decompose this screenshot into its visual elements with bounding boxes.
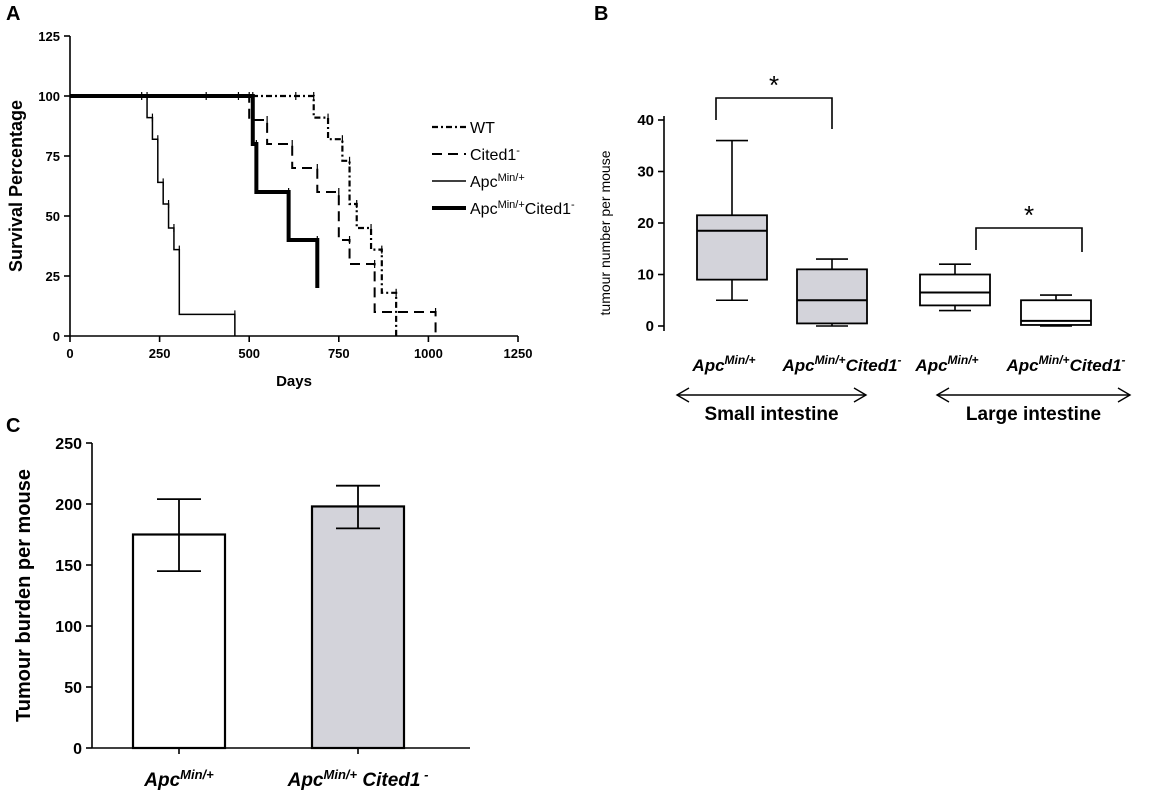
y-tick-label: 40	[637, 112, 654, 129]
y-tick-label: 0	[73, 741, 82, 758]
x-tick-label: 1250	[504, 346, 533, 361]
y-tick-label: 30	[637, 164, 654, 181]
box	[796, 268, 868, 325]
x-tick-label: 0	[66, 346, 73, 361]
y-tick-label: 25	[46, 269, 60, 284]
y-tick-label: 0	[53, 329, 60, 344]
box	[919, 273, 991, 307]
arrow-head-left	[675, 387, 690, 403]
y-tick-label: 20	[637, 215, 654, 232]
survival-series-line	[70, 94, 320, 288]
x-tick-label: 1000	[414, 346, 443, 361]
significance-star: *	[1024, 200, 1034, 230]
category-label: ApcMin/+ Cited1 -	[287, 767, 429, 792]
category-label: ApcMin/+Cited1-	[781, 353, 901, 375]
y-tick-label: 250	[55, 436, 82, 453]
panel-label-b: B	[594, 3, 608, 25]
legend-label: ApcMin/+Cited1-	[470, 199, 575, 218]
x-tick-label: 750	[328, 346, 350, 361]
x-axis-title: Days	[276, 373, 312, 390]
significance-bracket	[975, 227, 1083, 252]
y-tick-label: 200	[55, 497, 82, 514]
survival-series-line	[70, 95, 236, 336]
significance-bracket	[715, 97, 833, 129]
arrow-head-right	[1117, 387, 1132, 403]
group-label: Small intestine	[704, 404, 838, 425]
arrow-head-right	[853, 387, 868, 403]
legend-label: Cited1-	[470, 145, 520, 164]
panel-label-c: C	[6, 415, 20, 437]
panel-label-a: A	[6, 3, 20, 25]
panel-b-box-plot: 0 10 20 30 40 tumour number per mouse ApcMin/+…	[597, 70, 1132, 425]
category-label: ApcMin/+	[914, 353, 978, 375]
legend-label: ApcMin/+	[470, 172, 525, 191]
y-tick-label: 100	[55, 619, 82, 636]
y-tick-label: 50	[46, 209, 60, 224]
y-axis-title: Survival Percentage	[6, 100, 26, 272]
category-label: ApcMin/+	[691, 353, 755, 375]
x-tick-label: 250	[149, 346, 171, 361]
category-label: ApcMin/+Cited1-	[1005, 353, 1125, 375]
group-label: Large intestine	[966, 404, 1101, 425]
y-tick-label: 0	[646, 318, 654, 335]
survival-series-line	[70, 95, 437, 336]
y-axis-title: tumour number per mouse	[597, 150, 613, 315]
y-tick-label: 100	[38, 89, 60, 104]
category-label: ApcMin/+	[143, 767, 214, 792]
significance-star: *	[769, 70, 779, 100]
bar	[310, 505, 406, 750]
y-tick-label: 150	[55, 558, 82, 575]
box	[696, 214, 768, 281]
x-tick-label: 500	[238, 346, 260, 361]
survival-series-line	[70, 94, 398, 336]
arrow-head-left	[935, 387, 950, 403]
y-tick-label: 10	[637, 267, 654, 284]
y-tick-label: 75	[46, 149, 60, 164]
legend-label: WT	[470, 120, 495, 137]
y-tick-label: 125	[38, 29, 60, 44]
y-axis-title: Tumour burden per mouse	[13, 469, 35, 722]
panel-c-bar-chart: 0 50 100 150 200 250 Tumour burden per mouse Ap…	[13, 436, 470, 791]
y-tick-label: 50	[64, 680, 82, 697]
